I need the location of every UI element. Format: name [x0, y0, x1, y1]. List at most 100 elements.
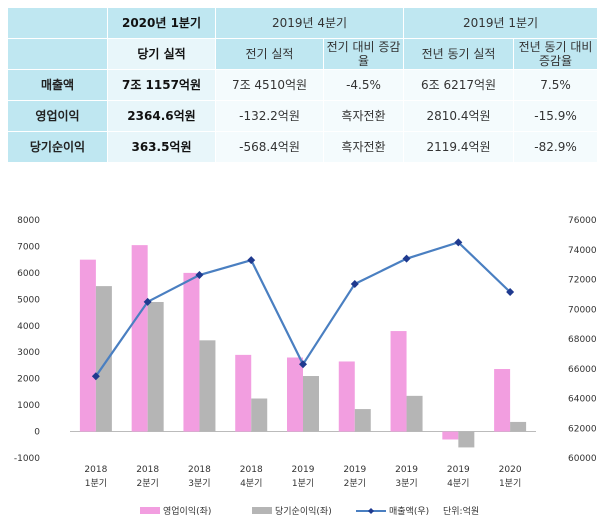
category-quarter-label: 4분기: [240, 478, 262, 489]
cell-prev-quarter: -132.2억원: [215, 100, 324, 132]
header-current-period: 2020년 1분기: [107, 7, 216, 39]
cell-prev-quarter: 7조 4510억원: [215, 69, 324, 101]
bar-net-income: [251, 398, 268, 432]
category-year-label: 2018: [188, 465, 211, 475]
right-axis-tick-label: 64000: [568, 395, 597, 405]
table-corner-cell: [7, 7, 108, 39]
cell-current: 7조 1157억원: [107, 69, 216, 101]
revenue-point: [402, 254, 411, 263]
table-row-revenue: 매출액 7조 1157억원 7조 4510억원 -4.5% 6조 6217억원 …: [7, 69, 599, 101]
left-axis-tick-label: -1000: [14, 454, 40, 464]
legend-label: 당기순이익(좌): [275, 505, 332, 517]
bar-net-income: [199, 340, 216, 432]
table-corner-cell: [7, 38, 108, 70]
unit-label: 단위:억원: [443, 505, 479, 517]
revenue-point: [506, 288, 515, 297]
header-prev-quarter-result: 전기 실적: [215, 38, 324, 70]
revenue-point: [195, 271, 204, 280]
bar-net-income: [147, 301, 164, 432]
header-prev-quarter-period: 2019년 4분기: [214, 7, 405, 39]
cell-qoq: 흑자전환: [322, 100, 405, 132]
revenue-point: [91, 372, 100, 381]
bar-net-income: [95, 286, 112, 432]
left-axis-tick-label: 6000: [17, 269, 40, 279]
table-header-row-periods: 2020년 1분기 2019년 4분기 2019년 1분기: [7, 7, 599, 39]
left-axis-tick-label: 1000: [17, 401, 40, 411]
cell-prev-year: 2810.4억원: [403, 100, 515, 132]
category-year-label: 2019: [292, 465, 315, 475]
right-axis-tick-label: 68000: [568, 335, 597, 345]
bar-net-income: [406, 395, 423, 432]
cell-yoy: 7.5%: [513, 69, 599, 101]
category-quarter-label: 4분기: [447, 478, 469, 489]
right-axis-tick-label: 66000: [568, 365, 597, 375]
results-summary-table: 2020년 1분기 2019년 4분기 2019년 1분기 당기 실적 전기 실…: [7, 7, 599, 163]
left-axis-tick-label: 3000: [17, 348, 40, 358]
cell-current: 2364.6억원: [107, 100, 216, 132]
legend-label: 영업이익(좌): [163, 505, 211, 517]
table-row-operating-profit: 영업이익 2364.6억원 -132.2억원 흑자전환 2810.4억원 -15…: [7, 100, 599, 132]
cell-qoq: 흑자전환: [322, 131, 405, 163]
header-prev-year-result: 전년 동기 실적: [403, 38, 515, 70]
header-current-result: 당기 실적: [107, 38, 216, 70]
bar-net-income: [303, 376, 319, 432]
bar-operating-profit: [79, 259, 96, 432]
row-label: 매출액: [7, 69, 108, 101]
row-label: 당기순이익: [7, 131, 108, 163]
bar-operating-profit: [338, 361, 355, 432]
quarterly-results-chart: -1000 0 1000 2000 3000 4000 5000 6000 7000 8000 60…: [14, 216, 597, 517]
category-quarter-label: 1분기: [499, 478, 521, 489]
header-qoq-change: 전기 대비 증감율: [322, 38, 405, 70]
left-axis-tick-label: 5000: [17, 295, 40, 305]
cell-current: 363.5억원: [107, 131, 216, 163]
legend-marker: [368, 508, 374, 514]
category-quarter-label: 1분기: [292, 478, 314, 489]
cell-yoy: -82.9%: [513, 131, 599, 163]
legend-swatch: [252, 507, 272, 514]
right-axis-tick-label: 62000: [568, 424, 597, 434]
category-year-label: 2019: [395, 465, 418, 475]
cell-qoq: -4.5%: [322, 69, 405, 101]
cell-yoy: -15.9%: [513, 100, 599, 132]
right-axis-tick-label: 74000: [568, 246, 597, 256]
bar-operating-profit: [235, 354, 252, 432]
table-row-net-income: 당기순이익 363.5억원 -568.4억원 흑자전환 2119.4억원 -82…: [7, 131, 599, 163]
category-quarter-label: 2분기: [344, 478, 366, 489]
category-quarter-label: 1분기: [85, 478, 107, 489]
category-quarter-label: 3분기: [395, 478, 417, 489]
category-year-label: 2019: [447, 465, 470, 475]
category-year-label: 2020: [499, 465, 522, 475]
legend-label: 매출액(우): [389, 505, 429, 517]
right-axis-tick-label: 72000: [568, 276, 597, 286]
left-axis-tick-label: 0: [34, 428, 40, 438]
bar-operating-profit: [183, 272, 200, 432]
right-axis-tick-label: 60000: [568, 454, 597, 464]
category-year-label: 2018: [84, 465, 107, 475]
header-prev-year-period: 2019년 1분기: [403, 7, 599, 39]
category-quarter-label: 2분기: [137, 478, 159, 489]
bar-operating-profit: [287, 357, 303, 432]
bar-net-income: [510, 421, 527, 432]
cell-prev-year: 2119.4억원: [403, 131, 515, 163]
left-axis-tick-label: 7000: [17, 242, 40, 252]
category-quarter-label: 3분기: [188, 478, 210, 489]
cell-prev-year: 6조 6217억원: [403, 69, 515, 101]
left-axis-tick-label: 8000: [17, 216, 40, 226]
revenue-point: [247, 256, 256, 265]
right-axis-tick-label: 70000: [568, 305, 597, 315]
category-year-label: 2018: [136, 465, 159, 475]
category-year-label: 2018: [240, 465, 263, 475]
bar-operating-profit: [390, 331, 407, 432]
category-year-label: 2019: [343, 465, 366, 475]
left-axis-tick-label: 2000: [17, 375, 40, 385]
revenue-point: [350, 279, 359, 288]
header-yoy-change: 전년 동기 대비 증감율: [513, 38, 599, 70]
right-axis-tick-label: 76000: [568, 216, 597, 226]
row-label: 영업이익: [7, 100, 108, 132]
revenue-point: [143, 297, 152, 306]
bar-operating-profit: [494, 369, 511, 432]
left-axis-tick-label: 4000: [17, 322, 40, 332]
revenue-point: [454, 238, 463, 247]
bar-net-income: [458, 431, 475, 448]
bar-net-income: [354, 409, 371, 432]
